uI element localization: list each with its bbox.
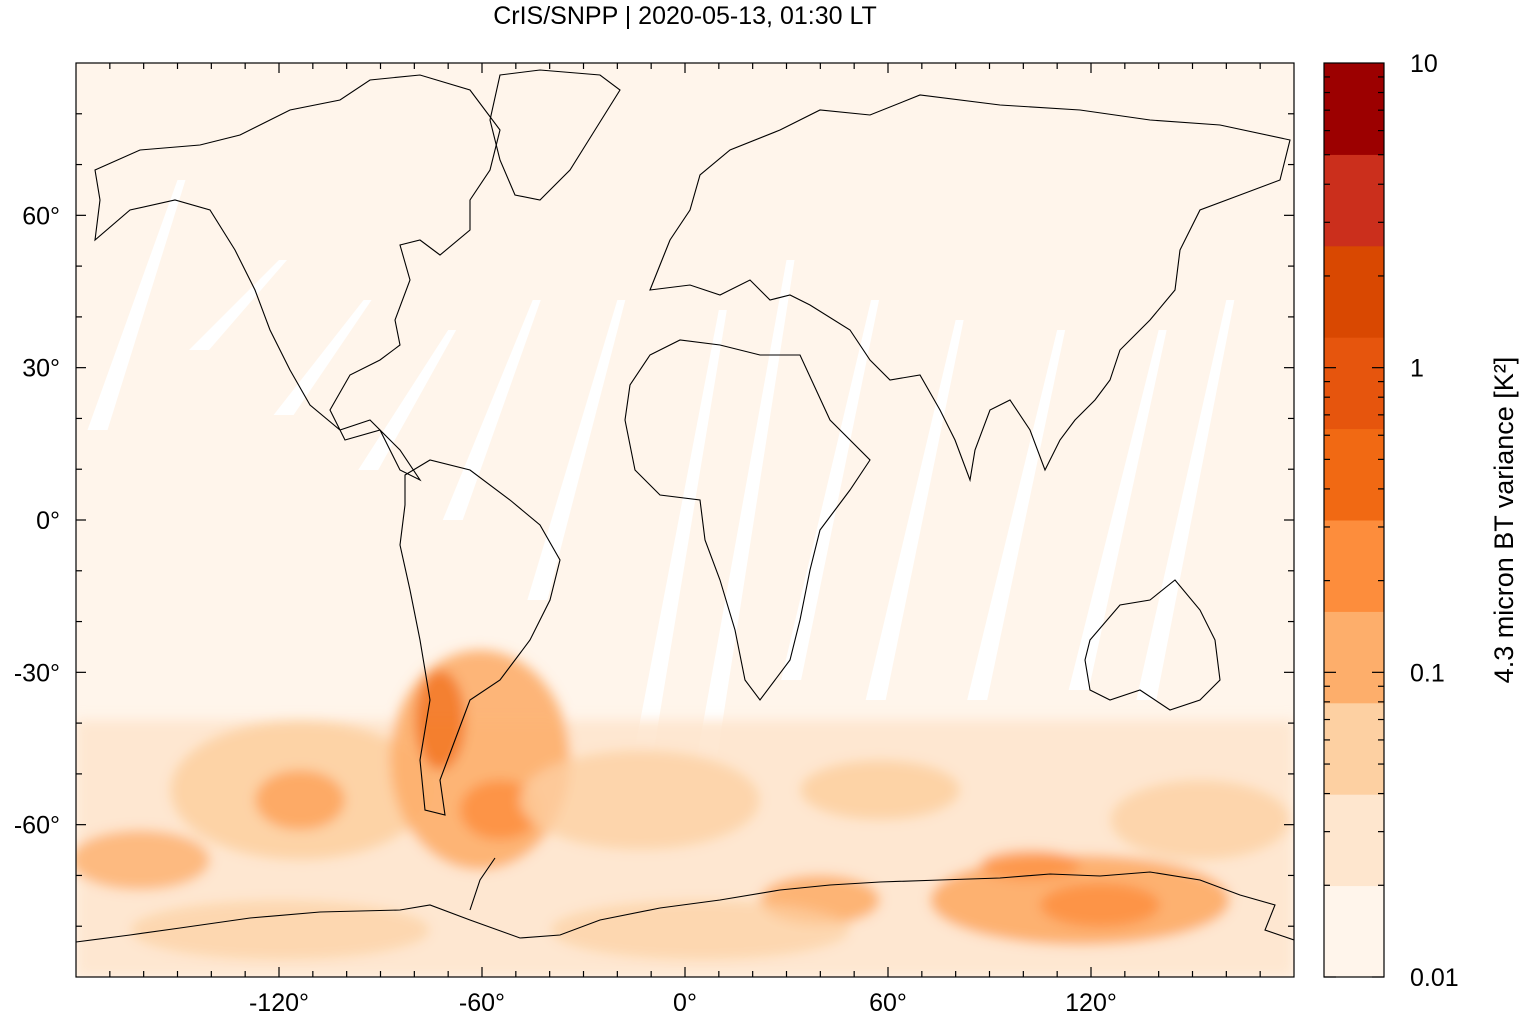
orbit-gap xyxy=(189,260,287,350)
colorbar-tick-labels: 10 1 0.1 0.01 xyxy=(1410,50,1459,992)
map-ticks xyxy=(76,63,1294,977)
orbit-gap xyxy=(1136,300,1235,700)
coastline-antarctic-peninsula xyxy=(469,857,496,911)
coastline-south-america xyxy=(399,459,561,816)
y-tick-label: -60° xyxy=(14,812,60,840)
colorbar-band xyxy=(1324,611,1384,704)
colorbar-tick-label: 1 xyxy=(1410,355,1424,383)
x-tick-label: -60° xyxy=(459,989,505,1017)
x-tick-label: 60° xyxy=(869,989,907,1017)
variance-field xyxy=(76,650,1294,977)
colorbar-title: 4.3 micron BT variance [K²] xyxy=(1489,357,1519,684)
orbit-gap xyxy=(1068,330,1167,690)
orbit-gap xyxy=(442,300,541,520)
colorbar-tick-label: 0.1 xyxy=(1410,659,1445,687)
y-tick-label: 60° xyxy=(22,202,60,230)
colorbar-tick-label: 0.01 xyxy=(1410,964,1459,992)
colorbar-band xyxy=(1324,885,1384,978)
orbit-gap xyxy=(87,180,186,430)
colorbar-band xyxy=(1324,245,1384,338)
colorbar-frame xyxy=(1323,62,1385,978)
map-title: CrIS/SNPP | 2020-05-13, 01:30 LT xyxy=(493,2,877,30)
orbit-gap xyxy=(781,300,880,680)
y-tick-label: 0° xyxy=(36,507,60,535)
orbit-gap xyxy=(273,300,372,415)
orbit-gap xyxy=(865,320,964,700)
colorbar-bands xyxy=(1324,63,1384,978)
coastline-africa xyxy=(624,339,871,701)
orbit-gap xyxy=(696,260,795,760)
y-tick-label: 30° xyxy=(22,355,60,383)
x-tick-label: -120° xyxy=(249,989,309,1017)
colorbar-band xyxy=(1324,428,1384,521)
colorbar-ticks xyxy=(1324,76,1384,978)
x-axis-labels: -120° -60° 0° 60° 120° xyxy=(249,989,1117,1017)
colorbar-band xyxy=(1324,63,1384,155)
coastlines xyxy=(76,69,1294,943)
colorbar-tick-label: 10 xyxy=(1410,50,1438,78)
map-plot-area xyxy=(76,63,1294,977)
orbit-gaps xyxy=(87,180,1235,780)
coastline-antarctica xyxy=(76,871,1294,943)
coastline-australia xyxy=(1084,579,1221,711)
coastline-europe-asia xyxy=(649,94,1291,483)
colorbar-band xyxy=(1324,702,1384,795)
coastline-north-america xyxy=(94,74,501,482)
x-tick-label: 120° xyxy=(1065,989,1117,1017)
colorbar-band xyxy=(1324,154,1384,247)
colorbar-band xyxy=(1324,520,1384,612)
orbit-gap xyxy=(527,300,626,600)
colorbar: 10 1 0.1 0.01 4.3 micron BT variance [K²] xyxy=(1323,50,1519,992)
x-tick-label: 0° xyxy=(673,989,697,1017)
y-tick-label: -30° xyxy=(14,659,60,687)
coastline-greenland xyxy=(489,69,621,201)
colorbar-band xyxy=(1324,337,1384,430)
orbit-gap xyxy=(628,310,727,780)
y-axis-labels: 60° 30° 0° -30° -60° xyxy=(14,202,60,839)
colorbar-band xyxy=(1324,794,1384,887)
orbit-gap xyxy=(967,330,1066,700)
